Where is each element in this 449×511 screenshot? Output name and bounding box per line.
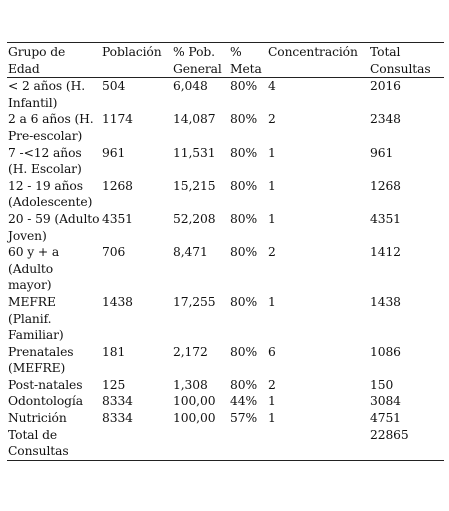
cell-percent-population: 6,048 (173, 79, 208, 94)
cell-population: 1174 (102, 112, 133, 127)
consultations-table: Grupo de Edad Población % Pob. General %… (7, 42, 444, 461)
table-row-total: Total de Consultas 22865 (7, 427, 444, 461)
cell-total-consultations: 1268 (370, 178, 401, 193)
cell-percent-goal: 80% (230, 112, 258, 127)
table-row: < 2 años (H. Infantil) 504 6,048 80% 4 2… (7, 78, 444, 112)
cell-percent-goal: 80% (230, 178, 258, 193)
cell-concentration: 2 (268, 245, 276, 260)
cell-concentration: 1 (268, 211, 276, 226)
cell-concentration: 1 (268, 294, 276, 309)
cell-percent-goal: 44% (230, 394, 258, 409)
cell-total-consultations: 961 (370, 145, 394, 160)
cell-concentration: 1 (268, 178, 276, 193)
table-row: Post-natales 125 1,308 80% 2 150 (7, 377, 444, 394)
cell-percent-goal: 80% (230, 245, 258, 260)
header-percent-goal: % Meta (230, 45, 262, 76)
cell-population: 1268 (102, 178, 133, 193)
cell-population: 8334 (102, 394, 133, 409)
cell-percent-population: 100,00 (173, 394, 216, 409)
cell-age-group: 7 -<12 años (H. Escolar) (8, 145, 82, 177)
table-row: Nutrición 8334 100,00 57% 1 4751 (7, 410, 444, 427)
cell-total-consultations: 2348 (370, 112, 401, 127)
cell-total-consultations: 1412 (370, 245, 401, 260)
cell-percent-goal: 80% (230, 344, 258, 359)
cell-concentration: 1 (268, 411, 276, 426)
table-row: 7 -<12 años (H. Escolar) 961 11,531 80% … (7, 145, 444, 178)
table-body: < 2 años (H. Infantil) 504 6,048 80% 4 2… (7, 78, 444, 461)
cell-age-group: 60 y + a (Adulto mayor) (8, 245, 60, 293)
table-row: 20 - 59 (Adulto Joven) 4351 52,208 80% 1… (7, 211, 444, 244)
table-row: 2 a 6 años (H. Pre-escolar) 1174 14,087 … (7, 111, 444, 144)
cell-concentration (267, 427, 369, 461)
cell-percent-goal: 80% (230, 211, 258, 226)
cell-percent-goal: 80% (230, 79, 258, 94)
cell-age-group: 2 a 6 años (H. Pre-escolar) (8, 112, 94, 143)
cell-age-group: Nutrición (8, 411, 67, 426)
cell-percent-population: 1,308 (173, 377, 208, 392)
header-row: Grupo de Edad Población % Pob. General %… (7, 42, 444, 78)
cell-percent-population: 15,215 (173, 178, 216, 193)
table-row: Odontología 8334 100,00 44% 1 3084 (7, 393, 444, 410)
cell-percent-population: 14,087 (173, 112, 216, 127)
cell-population: 181 (102, 344, 126, 359)
cell-population: 706 (102, 245, 126, 260)
cell-age-group: Odontología (8, 394, 83, 409)
table-row: Prenatales (MEFRE) 181 2,172 80% 6 1086 (7, 344, 444, 377)
header-percent-population: % Pob. General (173, 45, 222, 76)
cell-population: 4351 (102, 211, 133, 226)
cell-percent-population: 8,471 (173, 245, 208, 260)
header-concentration: Concentración (268, 45, 358, 59)
cell-percent-population: 52,208 (173, 211, 216, 226)
cell-population: 125 (102, 377, 126, 392)
cell-total-consultations: 4751 (370, 411, 401, 426)
cell-age-group: Post-natales (8, 377, 83, 392)
cell-age-group: Prenatales (MEFRE) (8, 344, 74, 376)
cell-percent-population: 100,00 (173, 411, 216, 426)
cell-total-consultations: 4351 (370, 211, 401, 226)
cell-percent-population: 11,531 (173, 145, 216, 160)
table-header: Grupo de Edad Población % Pob. General %… (7, 42, 444, 78)
cell-total-consultations: 2016 (370, 79, 401, 94)
cell-population: 1438 (102, 294, 133, 309)
cell-age-group: 20 - 59 (Adulto Joven) (8, 211, 100, 243)
cell-total-consultations: 22865 (370, 427, 409, 442)
cell-population: 961 (102, 145, 126, 160)
table-row: 12 - 19 años (Adolescente) 1268 15,215 8… (7, 178, 444, 211)
cell-percent-goal: 80% (230, 145, 258, 160)
cell-total-consultations: 150 (370, 377, 394, 392)
table-row: 60 y + a (Adulto mayor) 706 8,471 80% 2 … (7, 244, 444, 294)
cell-total-consultations: 3084 (370, 394, 401, 409)
cell-percent-goal: 80% (230, 377, 258, 392)
cell-percent-goal (229, 427, 267, 461)
cell-percent-goal: 57% (230, 411, 258, 426)
cell-percent-population: 17,255 (173, 294, 216, 309)
cell-concentration: 1 (268, 145, 276, 160)
cell-percent-goal: 80% (230, 294, 258, 309)
cell-concentration: 2 (268, 377, 276, 392)
header-population: Población (102, 45, 162, 59)
cell-percent-population (172, 427, 229, 461)
cell-concentration: 6 (268, 344, 276, 359)
cell-concentration: 4 (268, 79, 276, 94)
cell-population (101, 427, 172, 461)
cell-age-group: Total de Consultas (8, 427, 69, 459)
cell-total-consultations: 1438 (370, 294, 401, 309)
cell-population: 504 (102, 79, 126, 94)
cell-total-consultations: 1086 (370, 344, 401, 359)
cell-population: 8334 (102, 411, 133, 426)
header-total-consultations: Total Consultas (370, 45, 431, 76)
cell-concentration: 2 (268, 112, 276, 127)
table-row: MEFRE (Planif. Familiar) 1438 17,255 80%… (7, 294, 444, 344)
cell-age-group: MEFRE (Planif. Familiar) (8, 294, 64, 343)
cell-concentration: 1 (268, 394, 276, 409)
cell-percent-population: 2,172 (173, 344, 208, 359)
cell-age-group: < 2 años (H. Infantil) (8, 79, 86, 110)
cell-age-group: 12 - 19 años (Adolescente) (8, 178, 93, 210)
header-age-group: Grupo de Edad (8, 45, 66, 76)
